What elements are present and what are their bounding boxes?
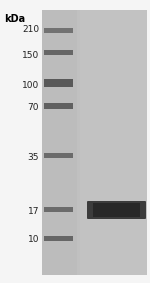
Text: 70: 70 (27, 104, 39, 113)
Text: 10: 10 (27, 235, 39, 245)
Text: 100: 100 (22, 80, 39, 89)
Bar (44, 153, 73, 158)
Bar (93, 203, 140, 217)
Bar (80, 10, 147, 275)
Bar (44, 207, 73, 212)
FancyBboxPatch shape (87, 201, 146, 219)
Text: kDa: kDa (4, 14, 25, 24)
Text: 17: 17 (27, 207, 39, 215)
Bar (42, 10, 77, 275)
Bar (44, 236, 73, 241)
Bar (42, 10, 147, 275)
Bar (44, 50, 73, 55)
Text: 35: 35 (27, 153, 39, 162)
Text: 210: 210 (22, 25, 39, 35)
Bar (44, 79, 73, 87)
Text: 150: 150 (22, 50, 39, 59)
Bar (44, 28, 73, 33)
Bar (44, 103, 73, 109)
